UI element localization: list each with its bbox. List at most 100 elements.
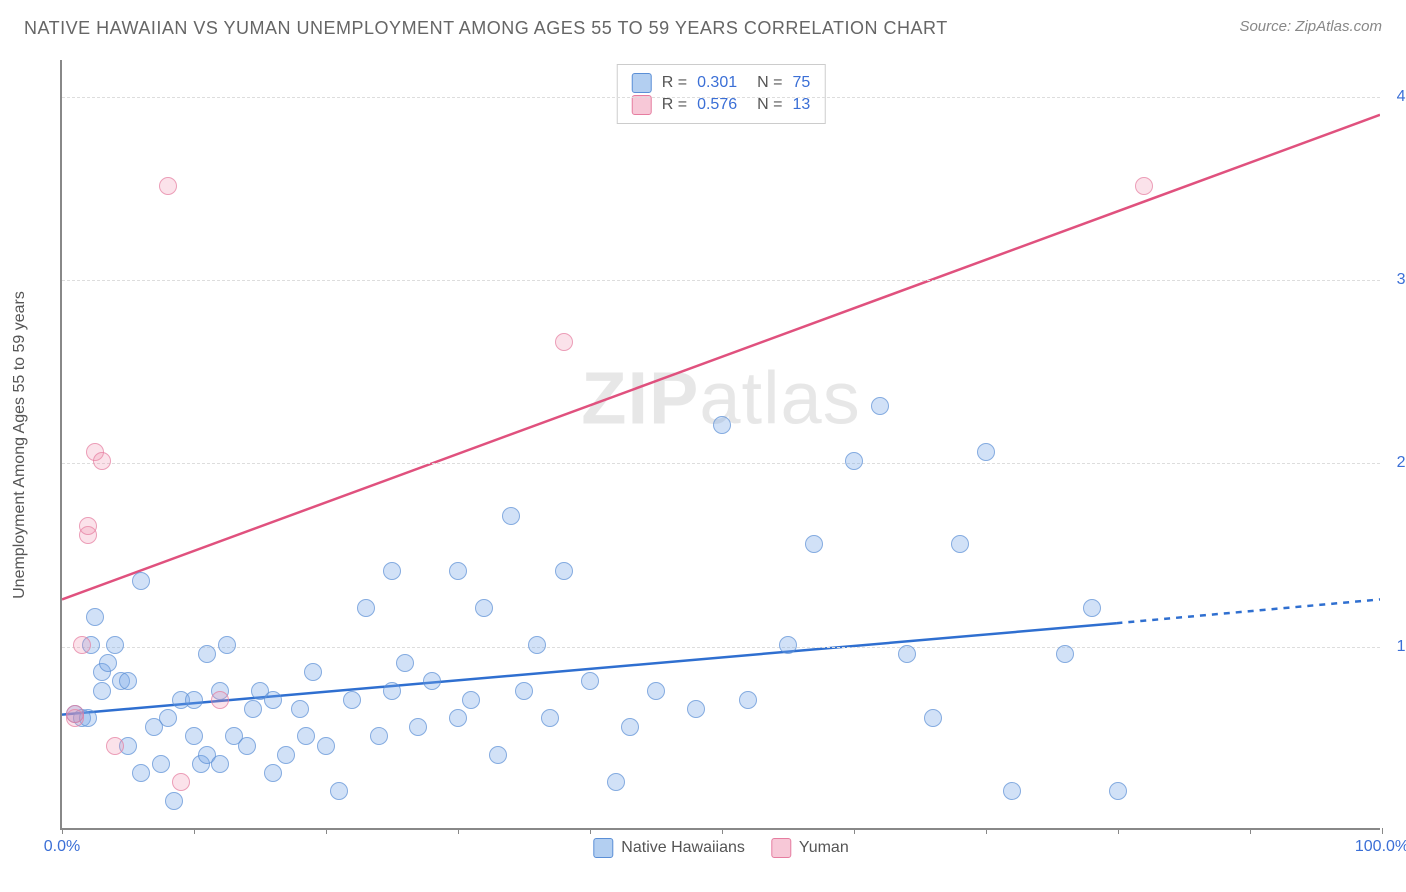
data-point	[489, 746, 507, 764]
y-tick-label: 10.0%	[1397, 638, 1406, 656]
data-point	[159, 709, 177, 727]
data-point	[132, 764, 150, 782]
data-point	[185, 727, 203, 745]
data-point	[805, 535, 823, 553]
data-point	[297, 727, 315, 745]
data-point	[93, 682, 111, 700]
n-value-hawaiian: 75	[792, 74, 810, 92]
data-point	[357, 599, 375, 617]
data-point	[951, 535, 969, 553]
data-point	[528, 636, 546, 654]
data-point	[502, 507, 520, 525]
data-point	[713, 416, 731, 434]
legend-item-yuman: Yuman	[771, 838, 849, 858]
x-tick-label: 0.0%	[44, 838, 80, 856]
gridline	[62, 280, 1380, 281]
data-point	[449, 709, 467, 727]
data-point	[66, 705, 84, 723]
plot-area: ZIPatlas R = 0.301 N = 75 R = 0.576 N = …	[60, 60, 1380, 830]
swatch-pink-icon	[632, 95, 652, 115]
r-value-yuman: 0.576	[697, 96, 737, 114]
data-point	[343, 691, 361, 709]
data-point	[132, 572, 150, 590]
data-point	[1135, 177, 1153, 195]
x-tick	[458, 828, 459, 834]
data-point	[1056, 645, 1074, 663]
data-point	[211, 755, 229, 773]
data-point	[383, 682, 401, 700]
data-point	[475, 599, 493, 617]
legend-label-yuman: Yuman	[799, 839, 849, 857]
data-point	[924, 709, 942, 727]
data-point	[871, 397, 889, 415]
data-point	[370, 727, 388, 745]
data-point	[152, 755, 170, 773]
chart-container: Unemployment Among Ages 55 to 59 years Z…	[60, 60, 1380, 830]
data-point	[244, 700, 262, 718]
x-tick	[1382, 828, 1383, 834]
data-point	[581, 672, 599, 690]
data-point	[264, 691, 282, 709]
data-point	[898, 645, 916, 663]
data-point	[423, 672, 441, 690]
x-tick	[1118, 828, 1119, 834]
r-label: R =	[662, 74, 687, 92]
data-point	[165, 792, 183, 810]
data-point	[647, 682, 665, 700]
data-point	[687, 700, 705, 718]
n-label: N =	[757, 74, 782, 92]
n-label: N =	[757, 96, 782, 114]
data-point	[383, 562, 401, 580]
data-point	[198, 645, 216, 663]
legend-label-hawaiian: Native Hawaiians	[621, 839, 745, 857]
data-point	[779, 636, 797, 654]
data-point	[172, 773, 190, 791]
data-point	[409, 718, 427, 736]
data-point	[238, 737, 256, 755]
chart-title: NATIVE HAWAIIAN VS YUMAN UNEMPLOYMENT AM…	[24, 18, 948, 39]
r-value-hawaiian: 0.301	[697, 74, 737, 92]
data-point	[106, 737, 124, 755]
data-point	[304, 663, 322, 681]
data-point	[317, 737, 335, 755]
data-point	[621, 718, 639, 736]
chart-source: Source: ZipAtlas.com	[1239, 18, 1382, 35]
swatch-pink-icon	[771, 838, 791, 858]
data-point	[1109, 782, 1127, 800]
data-point	[291, 700, 309, 718]
data-point	[86, 608, 104, 626]
data-point	[330, 782, 348, 800]
data-point	[607, 773, 625, 791]
y-axis-label: Unemployment Among Ages 55 to 59 years	[11, 291, 29, 599]
gridline	[62, 463, 1380, 464]
data-point	[264, 764, 282, 782]
data-point	[93, 452, 111, 470]
x-tick	[854, 828, 855, 834]
data-point	[211, 691, 229, 709]
y-tick-label: 20.0%	[1397, 454, 1406, 472]
y-tick-label: 40.0%	[1397, 88, 1406, 106]
data-point	[106, 636, 124, 654]
correlation-legend: R = 0.301 N = 75 R = 0.576 N = 13	[617, 64, 826, 124]
x-tick-label: 100.0%	[1355, 838, 1406, 856]
data-point	[99, 654, 117, 672]
x-tick	[62, 828, 63, 834]
data-point	[185, 691, 203, 709]
swatch-blue-icon	[632, 73, 652, 93]
data-point	[79, 517, 97, 535]
x-tick	[194, 828, 195, 834]
gridline	[62, 97, 1380, 98]
series-legend: Native Hawaiians Yuman	[593, 838, 848, 858]
data-point	[119, 672, 137, 690]
data-point	[159, 177, 177, 195]
data-point	[218, 636, 236, 654]
data-point	[73, 636, 91, 654]
legend-row-yuman: R = 0.576 N = 13	[632, 95, 811, 115]
data-point	[555, 333, 573, 351]
data-point	[541, 709, 559, 727]
data-point	[739, 691, 757, 709]
data-point	[449, 562, 467, 580]
data-point	[462, 691, 480, 709]
legend-item-hawaiian: Native Hawaiians	[593, 838, 745, 858]
x-tick	[986, 828, 987, 834]
